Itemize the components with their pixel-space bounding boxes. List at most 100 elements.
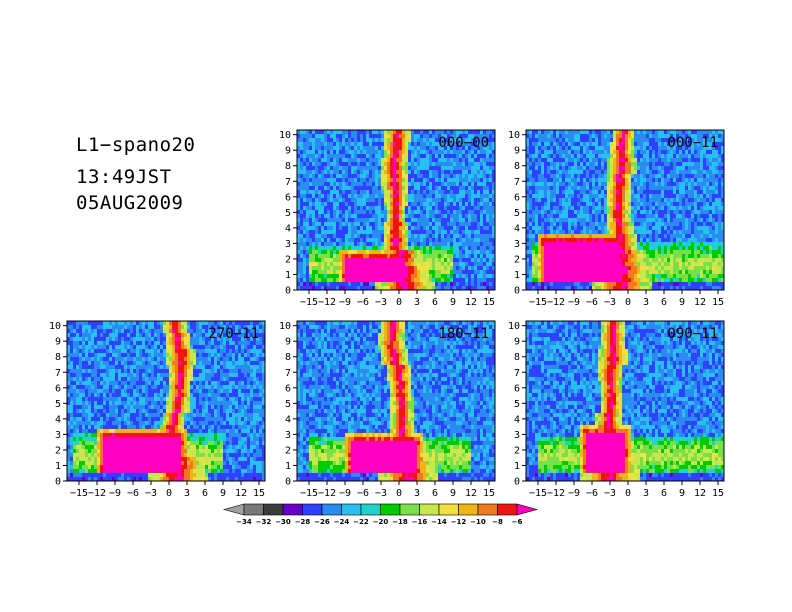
heatmap-cell (390, 154, 393, 158)
heatmap-cell (327, 146, 330, 150)
heatmap-cell (556, 154, 559, 158)
heatmap-cell (459, 170, 462, 174)
heatmap-cell (396, 214, 399, 218)
heatmap-cell (297, 282, 300, 286)
heatmap-cell (634, 158, 637, 162)
heatmap-cell (628, 198, 631, 202)
heatmap-cell (661, 278, 664, 282)
heatmap-cell (354, 134, 357, 138)
heatmap-cell (438, 286, 441, 290)
heatmap-cell (444, 238, 447, 242)
heatmap-cell (459, 210, 462, 214)
heatmap-cell (643, 286, 646, 290)
heatmap-cell (589, 270, 592, 274)
heatmap-cell (456, 166, 459, 170)
heatmap-cell (366, 266, 369, 270)
heatmap-cell (300, 270, 303, 274)
heatmap-cell (571, 234, 574, 238)
heatmap-cell (598, 150, 601, 154)
heatmap-cell (357, 238, 360, 242)
heatmap-cell (685, 250, 688, 254)
heatmap-cell (682, 142, 685, 146)
heatmap-cell (480, 162, 483, 166)
heatmap-cell (441, 246, 444, 250)
heatmap-cell (357, 282, 360, 286)
heatmap-cell (339, 278, 342, 282)
heatmap-cell (384, 186, 387, 190)
heatmap-cell (550, 162, 553, 166)
heatmap-cell (411, 182, 414, 186)
heatmap-cell (459, 190, 462, 194)
heatmap-cell (372, 166, 375, 170)
heatmap-cell (661, 166, 664, 170)
heatmap-cell (637, 258, 640, 262)
heatmap-cell (547, 154, 550, 158)
heatmap-cell (366, 246, 369, 250)
heatmap-cell (634, 210, 637, 214)
heatmap-cell (363, 158, 366, 162)
heatmap-cell (348, 142, 351, 146)
heatmap-cell (604, 234, 607, 238)
heatmap-cell (333, 182, 336, 186)
heatmap-cell (366, 142, 369, 146)
heatmap-cell (456, 134, 459, 138)
heatmap-cell (622, 238, 625, 242)
heatmap-cell (447, 210, 450, 214)
heatmap-cell (321, 198, 324, 202)
heatmap-cell (336, 246, 339, 250)
y-tick-label: 7 (285, 177, 291, 188)
heatmap-cell (619, 262, 622, 266)
heatmap-cell (375, 210, 378, 214)
heatmap-cell (447, 166, 450, 170)
heatmap-cell (685, 138, 688, 142)
heatmap-cell (414, 178, 417, 182)
heatmap-cell (643, 234, 646, 238)
heatmap-cell (577, 254, 580, 258)
heatmap-cell (303, 270, 306, 274)
heatmap-cell (393, 250, 396, 254)
heatmap-cell (426, 274, 429, 278)
heatmap-cell (393, 286, 396, 290)
heatmap-cell (535, 250, 538, 254)
heatmap-cell (616, 250, 619, 254)
heatmap-cell (318, 190, 321, 194)
heatmap-cell (309, 230, 312, 234)
heatmap-cell (453, 246, 456, 250)
heatmap-cell (426, 142, 429, 146)
heatmap-cell (324, 206, 327, 210)
heatmap-cell (318, 250, 321, 254)
heatmap-cell (372, 278, 375, 282)
heatmap-cell (595, 174, 598, 178)
heatmap-cell (628, 202, 631, 206)
heatmap-cell (399, 230, 402, 234)
heatmap-cell (411, 286, 414, 290)
heatmap-cell (649, 258, 652, 262)
heatmap-cell (559, 174, 562, 178)
heatmap-cell (646, 270, 649, 274)
heatmap-cell (438, 258, 441, 262)
heatmap-cell (459, 142, 462, 146)
heatmap-cell (589, 214, 592, 218)
heatmap-cell (553, 142, 556, 146)
heatmap-cell (342, 282, 345, 286)
heatmap-cell (655, 202, 658, 206)
heatmap-cell (667, 254, 670, 258)
heatmap-cell (453, 226, 456, 230)
heatmap-cell (610, 154, 613, 158)
heatmap-cell (613, 234, 616, 238)
heatmap-cell (357, 222, 360, 226)
heatmap-cell (568, 266, 571, 270)
heatmap-cell (652, 186, 655, 190)
heatmap-cell (363, 202, 366, 206)
heatmap-cell (658, 278, 661, 282)
heatmap-cell (411, 150, 414, 154)
heatmap-cell (547, 250, 550, 254)
heatmap-cell (372, 194, 375, 198)
y-tick-label: 10 (279, 130, 291, 141)
heatmap-cell (489, 266, 492, 270)
heatmap-cell (571, 146, 574, 150)
heatmap-cell (369, 238, 372, 242)
heatmap-cell (598, 154, 601, 158)
heatmap-cell (342, 210, 345, 214)
heatmap-cell (303, 198, 306, 202)
